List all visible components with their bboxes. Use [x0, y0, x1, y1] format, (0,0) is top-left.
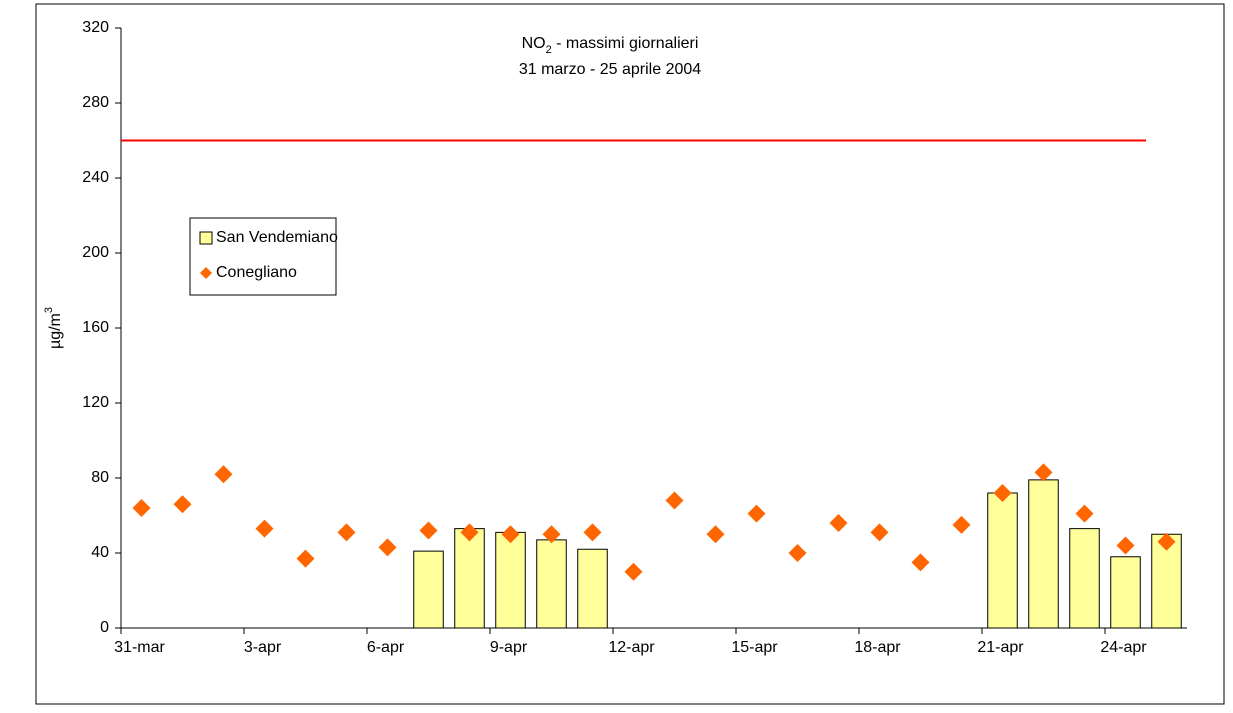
point	[337, 523, 356, 542]
y-tick-label: 240	[82, 169, 109, 186]
point	[419, 521, 438, 540]
bar	[454, 528, 485, 629]
point	[747, 504, 766, 523]
y-tick-label: 80	[91, 469, 109, 486]
legend-swatch	[200, 267, 212, 279]
y-tick-label: 160	[82, 319, 109, 336]
bar	[1069, 528, 1100, 629]
point	[624, 562, 643, 581]
point	[1034, 463, 1053, 482]
point	[1157, 532, 1176, 551]
point	[460, 523, 479, 542]
x-tick-label: 21-apr	[977, 639, 1024, 656]
point	[542, 525, 561, 544]
chart-subtitle: 31 marzo - 25 aprile 2004	[519, 61, 701, 78]
chart-frame	[35, 3, 1225, 705]
y-tick-label: 280	[82, 94, 109, 111]
x-tick-label: 15-apr	[731, 639, 778, 656]
point	[173, 495, 192, 514]
legend-swatch	[199, 231, 213, 245]
x-tick-label: 18-apr	[854, 639, 901, 656]
point	[583, 523, 602, 542]
y-tick-label: 320	[82, 19, 109, 36]
point	[378, 538, 397, 557]
y-tick-label: 0	[100, 619, 109, 636]
point	[993, 484, 1012, 502]
x-tick-label: 9-apr	[490, 639, 528, 656]
bar	[1110, 556, 1141, 629]
y-axis-label: µg/m3	[43, 307, 64, 349]
point	[132, 499, 151, 517]
x-tick-label: 6-apr	[367, 639, 405, 656]
legend-box	[189, 217, 337, 296]
y-tick-label: 40	[91, 544, 109, 561]
point	[788, 544, 807, 562]
point	[501, 525, 520, 544]
point	[665, 491, 684, 510]
x-tick-label: 31-mar	[114, 639, 165, 656]
point	[870, 523, 889, 542]
point	[911, 553, 930, 572]
y-tick-label: 120	[82, 394, 109, 411]
bar	[1028, 479, 1059, 629]
point	[1075, 504, 1094, 523]
bar	[577, 548, 608, 629]
x-tick-label: 24-apr	[1100, 639, 1147, 656]
legend-label: San Vendemiano	[216, 229, 338, 246]
bar	[495, 531, 526, 629]
bar	[413, 550, 444, 629]
point	[296, 549, 315, 568]
bar	[987, 492, 1018, 629]
point	[706, 525, 725, 544]
chart-title: NO2 - massimi giornalieri	[522, 35, 699, 56]
x-tick-label: 12-apr	[608, 639, 655, 656]
point	[1116, 536, 1135, 555]
point	[829, 514, 848, 532]
point	[214, 465, 233, 484]
point	[952, 515, 971, 534]
y-tick-label: 200	[82, 244, 109, 261]
legend-label: Conegliano	[216, 264, 297, 281]
point	[255, 519, 274, 538]
x-tick-label: 3-apr	[244, 639, 282, 656]
bar	[536, 539, 567, 629]
